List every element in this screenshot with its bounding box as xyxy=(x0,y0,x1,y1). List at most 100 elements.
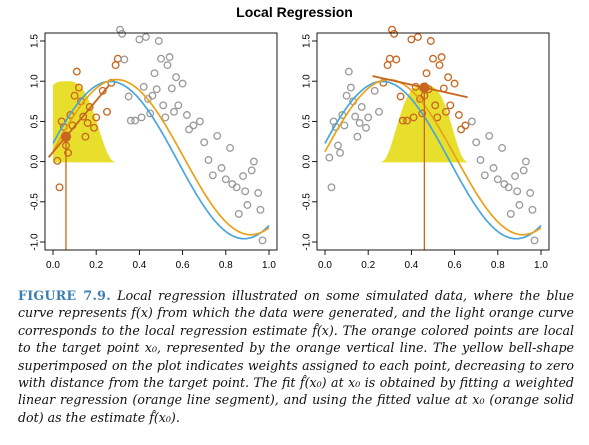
data-point xyxy=(344,67,353,76)
data-point xyxy=(221,175,230,184)
local-data-point xyxy=(392,55,401,64)
data-point xyxy=(239,172,248,181)
data-point xyxy=(364,113,373,122)
local-data-point xyxy=(429,54,437,63)
data-point xyxy=(342,91,351,100)
local-data-point xyxy=(442,107,450,116)
local-data-point xyxy=(81,132,90,141)
data-point xyxy=(489,164,498,172)
data-point xyxy=(327,183,336,192)
data-point xyxy=(254,189,263,197)
fitted-value-dot xyxy=(419,82,430,93)
data-point xyxy=(528,205,537,214)
local-data-point xyxy=(398,116,407,125)
data-point xyxy=(204,156,213,164)
local-fit-segment xyxy=(47,84,110,158)
local-data-point xyxy=(55,183,64,192)
local-data-point xyxy=(85,102,94,111)
panel-2: 0.0 0.2 0.4 0.6 0.8 1.0 -1.0 -0.5 0.0 0.5 1.0 1.5 xyxy=(302,25,550,271)
local-data-point xyxy=(383,61,392,70)
data-point xyxy=(163,61,172,70)
y-tick-label: 1.5 xyxy=(30,34,41,48)
local-data-point xyxy=(407,35,416,44)
data-point xyxy=(472,138,481,147)
y-tick-label: 1.0 xyxy=(302,74,313,88)
y-tick-label: 1.0 xyxy=(30,74,41,88)
caption-text: Local regression illustrated on some sim… xyxy=(18,288,574,425)
data-point xyxy=(521,157,530,166)
panel-1: 0.0 0.2 0.4 0.6 0.8 1.0 -1.0 -0.5 0.0 0.5 1.0 1.5 xyxy=(30,25,278,271)
data-point xyxy=(141,33,150,41)
local-data-point xyxy=(413,33,422,41)
y-tick-label: -0.5 xyxy=(30,193,41,211)
local-data-point xyxy=(396,92,405,101)
local-data-point xyxy=(92,113,101,122)
data-point xyxy=(159,101,168,110)
data-point xyxy=(357,102,366,111)
local-data-point xyxy=(64,148,73,157)
x-tick-label: 0.8 xyxy=(491,260,505,271)
local-data-point xyxy=(435,61,444,70)
local-data-point xyxy=(431,101,440,110)
data-point xyxy=(226,143,235,152)
data-point xyxy=(167,84,176,93)
local-data-point xyxy=(418,109,427,118)
y-tick-label: 0.5 xyxy=(30,114,41,128)
local-data-point xyxy=(113,54,122,63)
local-data-point xyxy=(111,61,120,70)
plot-frame xyxy=(316,32,550,251)
local-data-point xyxy=(446,101,455,110)
local-data-point xyxy=(426,37,435,45)
data-point xyxy=(232,183,241,192)
x-tick-label: 1.0 xyxy=(534,260,548,271)
y-tick-label: 0.5 xyxy=(302,114,313,128)
y-tick-label: -1.0 xyxy=(30,233,41,251)
data-point xyxy=(131,116,140,125)
local-data-point xyxy=(403,116,412,125)
data-point xyxy=(511,172,520,181)
local-data-point xyxy=(422,69,431,78)
data-point xyxy=(208,171,217,180)
data-point xyxy=(346,83,355,92)
local-data-point xyxy=(409,113,418,122)
data-point xyxy=(217,164,226,172)
data-point xyxy=(118,29,127,38)
y-tick-label: 1.5 xyxy=(302,34,313,48)
data-point xyxy=(165,53,174,62)
data-point xyxy=(325,153,334,162)
local-data-point xyxy=(74,83,83,92)
weight-bell-shape xyxy=(53,81,118,163)
data-point xyxy=(336,148,345,157)
x-tick-label: 0.2 xyxy=(89,260,103,271)
data-point xyxy=(241,187,250,196)
x-tick-label: 0.8 xyxy=(219,260,233,271)
local-regression-curve xyxy=(52,78,270,236)
data-point xyxy=(195,117,204,126)
data-point xyxy=(370,86,379,95)
x-tick-label: 0.6 xyxy=(176,260,190,271)
local-data-point xyxy=(103,107,111,116)
data-point xyxy=(126,116,135,125)
data-point xyxy=(334,141,342,150)
local-data-point xyxy=(79,112,88,121)
x-tick-label: 0.0 xyxy=(46,260,60,271)
figure-title: Local Regression xyxy=(236,4,353,20)
figure-caption: FIGURE 7.9. Local regression illustrated… xyxy=(18,287,574,426)
data-point xyxy=(485,131,494,140)
data-point xyxy=(530,236,539,245)
data-point xyxy=(182,111,191,119)
data-point xyxy=(258,236,267,245)
local-data-point xyxy=(450,79,459,88)
data-point xyxy=(161,113,170,122)
data-point xyxy=(515,201,524,209)
data-point xyxy=(178,79,187,88)
local-data-point xyxy=(433,113,442,122)
fitted-value-dot xyxy=(60,131,72,142)
local-data-point xyxy=(53,156,62,165)
plot-frame xyxy=(44,32,278,251)
data-point xyxy=(124,92,133,101)
x-tick-label: 1.0 xyxy=(262,260,276,271)
local-data-point xyxy=(437,53,446,62)
local-data-point xyxy=(390,29,399,38)
data-point xyxy=(200,138,209,147)
